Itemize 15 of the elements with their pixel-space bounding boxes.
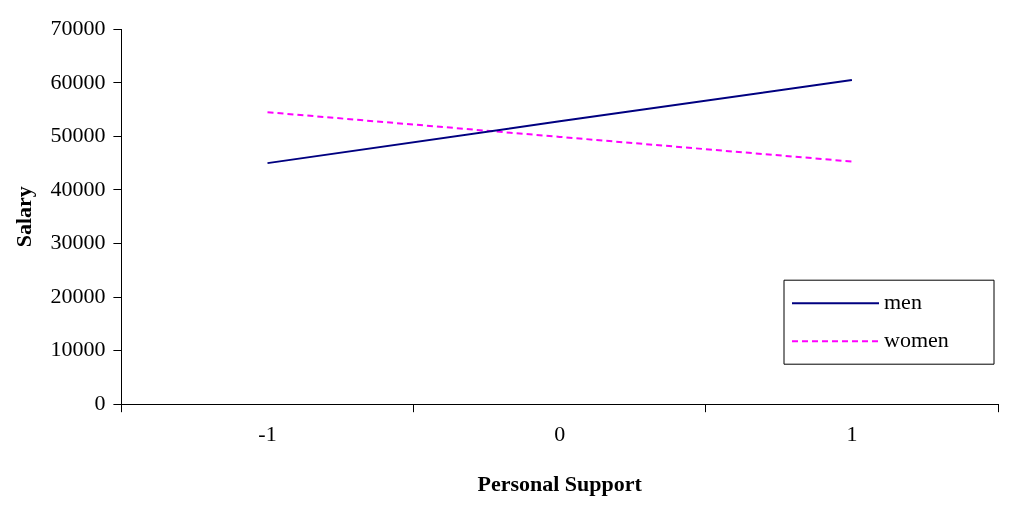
legend-label: men: [884, 288, 922, 314]
y-tick-label: 60000: [50, 68, 106, 94]
legend-label: women: [884, 326, 949, 352]
y-tick-label: 70000: [50, 14, 106, 40]
y-axis-title: Salary: [10, 186, 36, 248]
y-tick-label: 40000: [50, 175, 106, 201]
y-tick-label: 30000: [50, 229, 106, 255]
y-tick-label: 20000: [50, 282, 106, 308]
y-tick-label: 0: [94, 389, 106, 415]
y-tick-label: 50000: [50, 122, 106, 148]
x-tick-label: 0: [554, 421, 566, 447]
x-tick-label: 1: [846, 421, 858, 447]
x-axis-title: Personal Support: [477, 471, 643, 497]
x-tick-label: -1: [258, 421, 277, 447]
y-tick-label: 10000: [50, 336, 106, 362]
